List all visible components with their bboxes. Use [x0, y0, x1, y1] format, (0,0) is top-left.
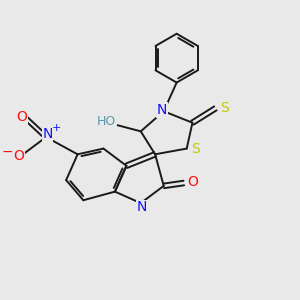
Text: S: S — [191, 142, 200, 156]
Text: S: S — [220, 101, 228, 116]
Text: HO: HO — [97, 115, 116, 128]
Text: N: N — [137, 200, 147, 214]
Text: O: O — [16, 110, 27, 124]
Text: N: N — [157, 103, 167, 117]
Text: −: − — [2, 144, 13, 158]
Text: +: + — [51, 124, 61, 134]
Text: N: N — [42, 127, 53, 141]
Text: O: O — [187, 175, 198, 189]
Text: O: O — [13, 149, 24, 163]
